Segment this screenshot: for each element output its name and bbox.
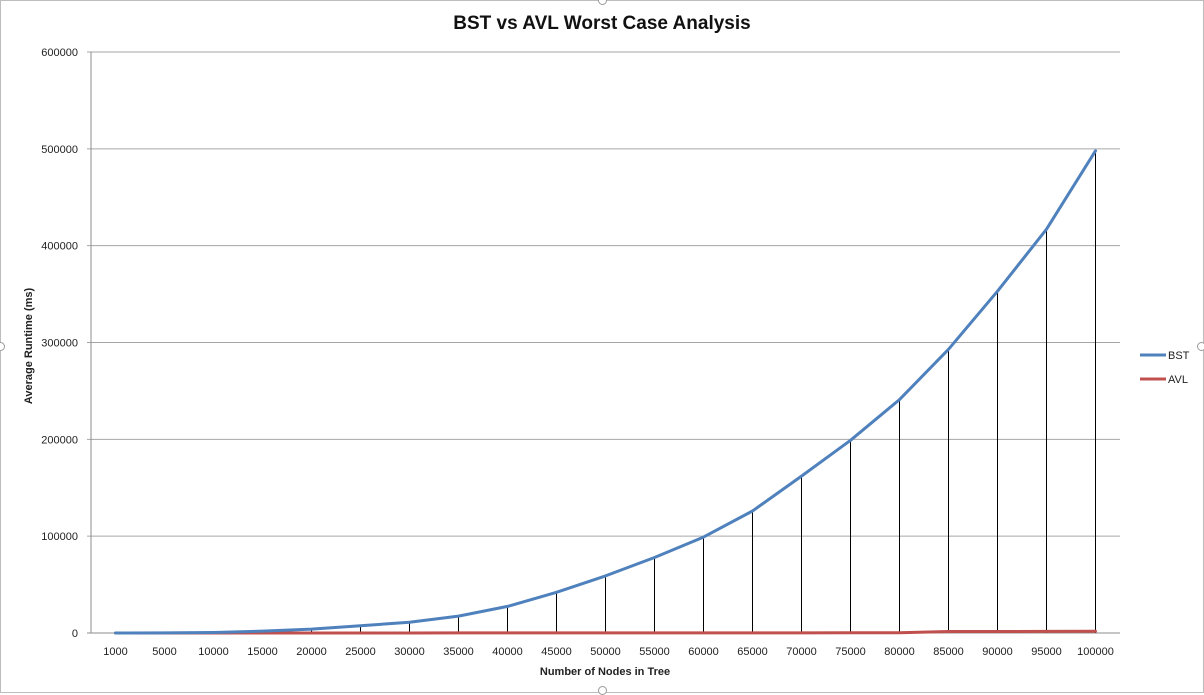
resize-handle-top[interactable] <box>598 0 607 5</box>
x-tick-label: 25000 <box>345 646 376 658</box>
x-tick-label: 65000 <box>737 646 768 658</box>
legend-label-bst: BST <box>1168 350 1190 362</box>
y-tick-label: 0 <box>72 628 78 640</box>
x-tick-label: 80000 <box>884 646 915 658</box>
y-tick-label: 100000 <box>41 531 78 543</box>
x-tick-label: 20000 <box>296 646 327 658</box>
x-tick-label: 40000 <box>492 646 523 658</box>
x-axis-title: Number of Nodes in Tree <box>540 666 670 678</box>
x-tick-label: 30000 <box>394 646 425 658</box>
x-tick-label: 75000 <box>835 646 866 658</box>
x-tick-label: 50000 <box>590 646 621 658</box>
x-tick-label: 5000 <box>152 646 176 658</box>
x-tick-label: 10000 <box>198 646 229 658</box>
y-axis-title: Average Runtime (ms) <box>23 287 35 404</box>
legend: BST AVL <box>1140 350 1190 386</box>
x-tick-label: 15000 <box>247 646 278 658</box>
x-tick-label: 55000 <box>639 646 670 658</box>
x-tick-label: 70000 <box>786 646 817 658</box>
y-axis-ticks: 0 100000 200000 300000 400000 500000 600000 <box>41 47 78 640</box>
legend-label-avl: AVL <box>1168 374 1188 386</box>
x-tick-label: 100000 <box>1077 646 1114 658</box>
gridlines <box>87 51 1120 634</box>
x-tick-label: 60000 <box>688 646 719 658</box>
x-tick-label: 95000 <box>1031 646 1062 658</box>
chart-title: BST vs AVL Worst Case Analysis <box>453 13 750 34</box>
x-tick-label: 90000 <box>982 646 1013 658</box>
y-tick-label: 600000 <box>41 47 78 59</box>
x-tick-label: 35000 <box>443 646 474 658</box>
resize-handle-left[interactable] <box>0 342 5 351</box>
series-line-avl <box>114 629 1097 635</box>
y-tick-label: 500000 <box>41 144 78 156</box>
x-tick-label: 1000 <box>103 646 127 658</box>
x-tick-label: 45000 <box>541 646 572 658</box>
series-lines <box>114 149 1097 635</box>
y-tick-label: 200000 <box>41 434 78 446</box>
series-line-bst <box>114 149 1097 635</box>
y-tick-label: 400000 <box>41 241 78 253</box>
drop-lines <box>115 150 1096 633</box>
y-tick-label: 300000 <box>41 338 78 350</box>
resize-handle-right[interactable] <box>1197 342 1204 351</box>
x-tick-label: 85000 <box>933 646 964 658</box>
x-axis-ticks: 1000 5000 10000 15000 20000 25000 30000 35000 40… <box>103 646 1114 658</box>
